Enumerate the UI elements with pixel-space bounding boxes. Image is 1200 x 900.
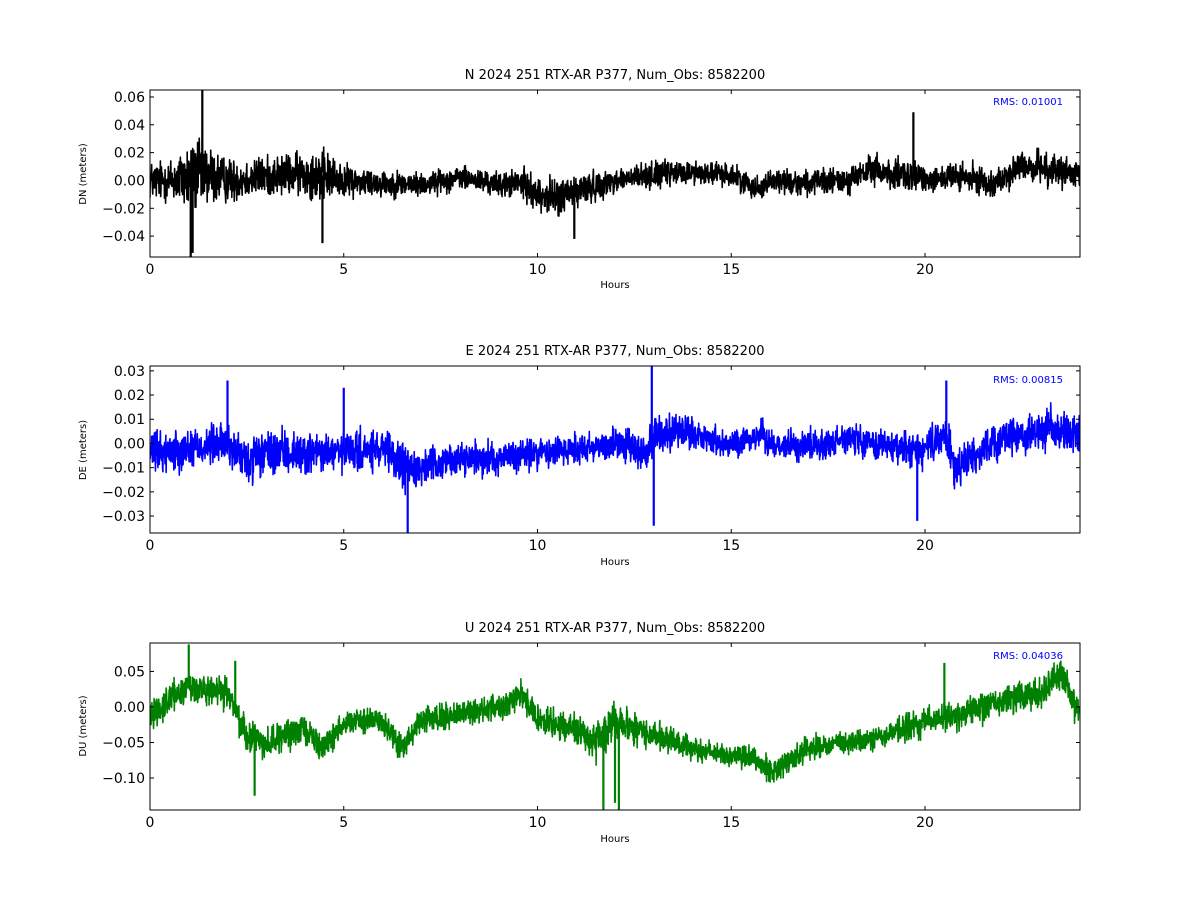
- chart-panel-up: U 2024 251 RTX-AR P377, Num_Obs: 8582200…: [78, 621, 1081, 845]
- tick-group: 0 5 10 15 20 −0.04 −0.02 0.00 0.02 0.04 0.06: [102, 90, 1080, 278]
- chart-title: E 2024 251 RTX-AR P377, Num_Obs: 8582200: [466, 344, 765, 359]
- y-axis-label: DU (meters): [78, 695, 89, 756]
- y-tick-label: 0.03: [114, 364, 145, 380]
- axes-frame: [149, 642, 1081, 811]
- y-tick-label: −0.02: [102, 201, 145, 217]
- y-tick-label: 0.04: [114, 118, 145, 134]
- x-tick-label: 15: [722, 815, 740, 831]
- x-axis-label: Hours: [600, 557, 629, 568]
- chart-panel-north: N 2024 251 RTX-AR P377, Num_Obs: 8582200…: [78, 68, 1081, 291]
- x-tick-label: 20: [916, 538, 934, 554]
- x-axis-label: Hours: [600, 280, 629, 291]
- axes-frame: [149, 365, 1081, 534]
- y-axis-label: DE (meters): [78, 420, 89, 480]
- series-line: [150, 402, 1080, 496]
- y-tick-label: −0.02: [102, 485, 145, 501]
- y-tick-label: −0.10: [102, 771, 145, 787]
- y-tick-label: 0.02: [114, 146, 145, 162]
- x-tick-label: 5: [339, 538, 348, 554]
- y-tick-label: 0.00: [114, 173, 145, 189]
- x-tick-label: 0: [146, 538, 155, 554]
- x-tick-label: 10: [529, 815, 547, 831]
- rms-annotation: RMS: 0.00815: [993, 375, 1063, 386]
- x-tick-label: 10: [529, 538, 547, 554]
- x-tick-label: 15: [722, 262, 740, 278]
- tick-group: 0 5 10 15 20 −0.10 −0.05 0.00 0.05: [102, 643, 1080, 831]
- y-tick-label: −0.05: [102, 735, 145, 751]
- x-tick-label: 15: [722, 538, 740, 554]
- y-tick-label: −0.04: [102, 229, 145, 245]
- plot-area: [150, 90, 1080, 257]
- chart-title: U 2024 251 RTX-AR P377, Num_Obs: 8582200: [465, 621, 765, 636]
- y-tick-label: 0.06: [114, 90, 145, 106]
- y-tick-label: 0.02: [114, 388, 145, 404]
- y-axis-label: DN (meters): [78, 143, 89, 205]
- y-tick-label: 0.00: [114, 700, 145, 716]
- x-tick-label: 0: [146, 262, 155, 278]
- y-tick-label: 0.05: [114, 664, 145, 680]
- y-tick-label: 0.01: [114, 412, 145, 428]
- x-tick-label: 5: [339, 815, 348, 831]
- x-tick-label: 5: [339, 262, 348, 278]
- y-tick-label: 0.00: [114, 436, 145, 452]
- x-tick-label: 0: [146, 815, 155, 831]
- x-tick-label: 10: [529, 262, 547, 278]
- rms-annotation: RMS: 0.01001: [993, 97, 1063, 108]
- chart-title: N 2024 251 RTX-AR P377, Num_Obs: 8582200: [465, 68, 765, 83]
- x-tick-label: 20: [916, 262, 934, 278]
- rms-annotation: RMS: 0.04036: [993, 651, 1063, 662]
- plot-area: [150, 644, 1080, 810]
- y-tick-label: −0.01: [102, 461, 145, 477]
- series-line: [150, 127, 1080, 217]
- tick-group: 0 5 10 15 20 −0.03 −0.02 −0.01 0.00 0.01 0.02 0.03: [102, 364, 1080, 554]
- x-tick-label: 20: [916, 815, 934, 831]
- axes-frame: [149, 89, 1081, 258]
- plot-area: [150, 366, 1080, 533]
- x-axis-label: Hours: [600, 834, 629, 845]
- chart-panel-east: E 2024 251 RTX-AR P377, Num_Obs: 8582200…: [78, 344, 1081, 568]
- y-tick-label: −0.03: [102, 509, 145, 525]
